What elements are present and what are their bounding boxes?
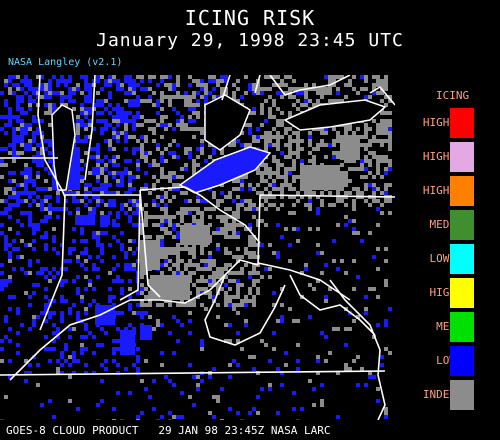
legend-label: HIGH (429, 286, 457, 299)
lake-erie (178, 146, 272, 194)
legend-label: HIGH4 (422, 116, 456, 129)
icing-legend: ICING HIGH4 HIGH3 HIGH2 MED2 LOW2 HIGH MED LOW I… (398, 86, 498, 410)
legend-item-low: LOW (398, 346, 498, 376)
legend-swatch (450, 244, 474, 274)
legend-label: INDET (422, 388, 456, 401)
legend-item-med2: MED2 (398, 210, 498, 240)
icing-map (0, 75, 395, 420)
legend-item-indet: INDET (398, 380, 498, 410)
state-boundaries (0, 75, 395, 420)
legend-item-high4: HIGH4 (398, 108, 498, 138)
lake-huron (204, 94, 251, 151)
legend-swatch (450, 346, 474, 376)
legend-item-med: MED (398, 312, 498, 342)
footer-caption: GOES-8 CLOUD PRODUCT 29 JAN 98 23:45Z NA… (6, 424, 331, 437)
legend-label: MED2 (429, 218, 457, 231)
legend-swatch (450, 312, 474, 342)
great-lakes (51, 94, 387, 194)
legend-item-low2: LOW2 (398, 244, 498, 274)
legend-label: LOW2 (429, 252, 457, 265)
legend-item-high3: HIGH3 (398, 142, 498, 172)
legend-swatch (450, 108, 474, 138)
map-title: ICING RISK (184, 6, 316, 30)
map-datetime: January 29, 1998 23:45 UTC (96, 30, 404, 51)
version-label: NASA Langley (v2.1) (8, 57, 123, 68)
legend-swatch (450, 210, 474, 240)
legend-swatch (450, 278, 474, 308)
legend-swatch (450, 380, 474, 410)
legend-swatch (450, 176, 474, 206)
legend-label: HIGH3 (422, 150, 456, 163)
lake-ontario (283, 99, 387, 131)
legend-label: HIGH2 (422, 184, 456, 197)
legend-title: ICING (436, 89, 470, 102)
lake-michigan (51, 104, 76, 191)
legend-swatch (450, 142, 474, 172)
legend-item-high2: HIGH2 (398, 176, 498, 206)
legend-item-high: HIGH (398, 278, 498, 308)
